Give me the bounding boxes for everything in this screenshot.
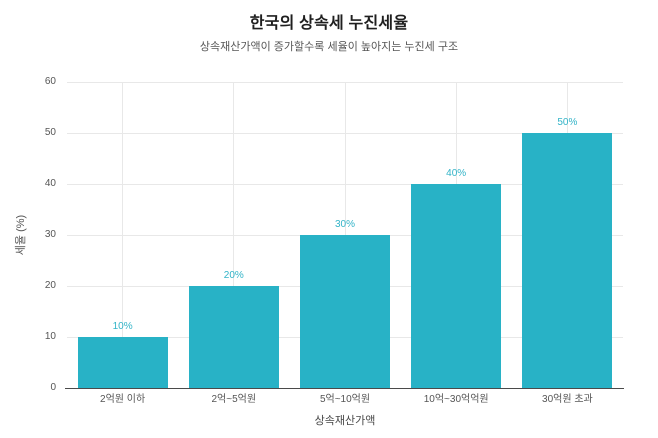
x-gridline <box>233 82 235 388</box>
chart-title: 한국의 상속세 누진세율 <box>249 15 409 32</box>
bar-50% <box>522 133 613 388</box>
chart-subtitle: 상속재산가액이 증가할수록 세율이 높아지는 누진세 구조 <box>199 41 459 53</box>
plot-area: 10% 20% 30% 40% 50% <box>65 81 624 389</box>
y-tick-label: 10 <box>44 331 56 342</box>
y-tick-label: 0 <box>50 382 56 393</box>
bar-value-label: 30% <box>334 219 355 230</box>
bar-value-label: 10% <box>112 321 133 332</box>
y-tick-label: 20 <box>44 280 56 291</box>
bar-10% <box>77 337 168 388</box>
y-tick-label: 40 <box>44 178 56 189</box>
y-tick-label: 30 <box>44 229 56 240</box>
y-tick-label: 50 <box>44 127 56 138</box>
x-gridline <box>122 82 124 388</box>
x-axis-line <box>65 387 624 389</box>
bar-20% <box>188 286 279 388</box>
x-tick-label: 5억~10억원 <box>319 394 371 405</box>
x-axis-title: 상속재산가액 <box>314 415 376 427</box>
bar-value-label: 50% <box>557 117 578 128</box>
x-tick-label: 2억원 이하 <box>100 394 146 405</box>
y-tick-label: 60 <box>44 76 56 87</box>
bar-value-label: 20% <box>223 270 244 281</box>
x-tick-label: 2억~5억원 <box>211 394 257 405</box>
x-tick-label: 30억원 초과 <box>542 394 593 405</box>
bar-value-label: 40% <box>446 168 467 179</box>
bar-40% <box>411 184 502 388</box>
bar-30% <box>300 235 390 388</box>
x-tick-label: 10억~30억억원 <box>423 394 489 405</box>
